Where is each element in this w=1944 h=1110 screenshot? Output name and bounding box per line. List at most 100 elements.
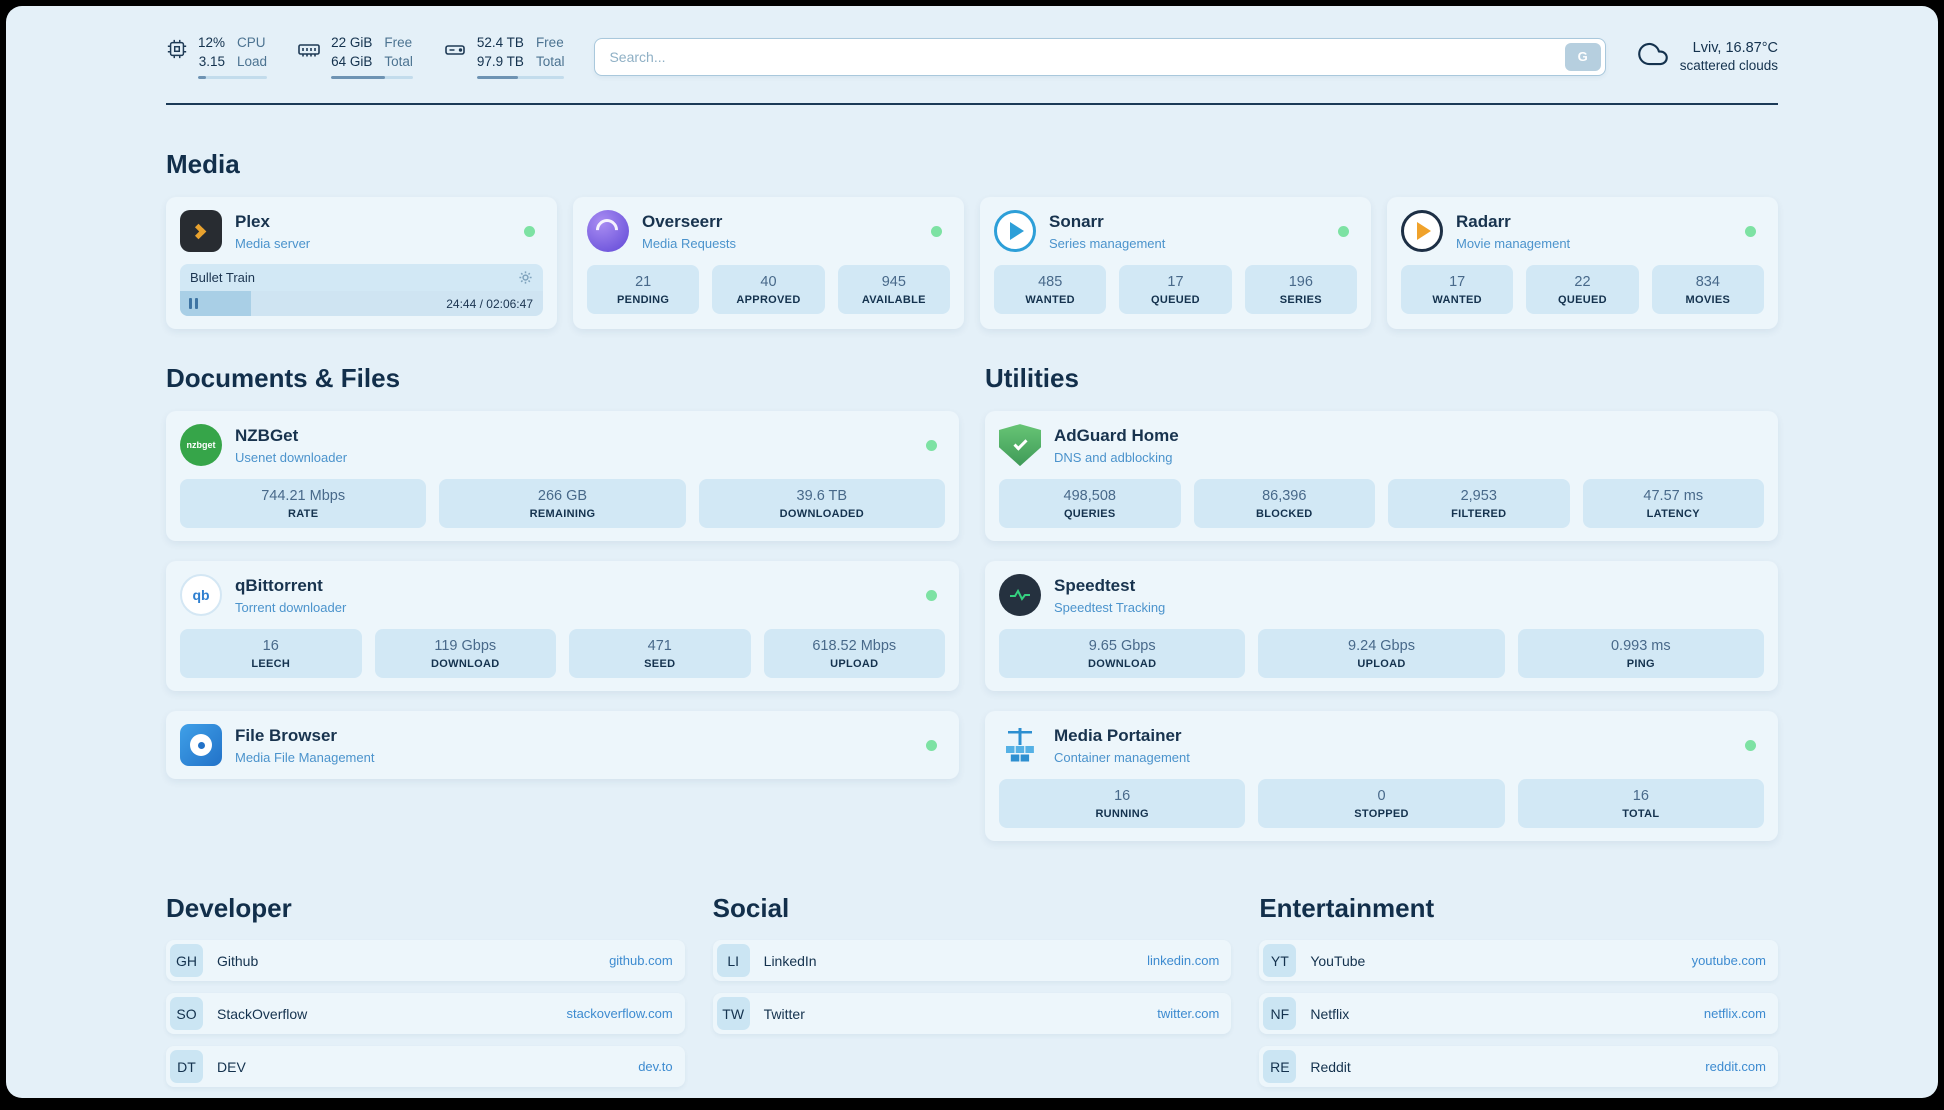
stat-queries: 498,508 QUERIES: [999, 479, 1181, 529]
plex-icon: [180, 210, 222, 253]
portainer-title: Media Portainer: [1054, 725, 1182, 745]
documents-column: Documents & Files nzbget NZBGet Usenet d…: [166, 363, 959, 780]
status-dot: [926, 739, 937, 751]
stat-stopped: 0 STOPPED: [1258, 779, 1505, 829]
bookmark-abbr: GH: [170, 944, 203, 978]
speedtest-card[interactable]: Speedtest Speedtest Tracking 9.65 Gbps DO…: [985, 561, 1778, 692]
stat-movies: 834 MOVIES: [1651, 265, 1764, 315]
bookmark-name: StackOverflow: [217, 1005, 308, 1022]
weather-condition: scattered clouds: [1679, 58, 1778, 74]
bookmark-name: LinkedIn: [763, 952, 817, 969]
disk-free-label: Free: [535, 35, 564, 50]
stat-leech: 16 LEECH: [180, 629, 362, 679]
bookmark-abbr: TW: [716, 997, 750, 1031]
section-heading-media: Media: [166, 149, 240, 180]
disk-free-value: 52.4 TB: [476, 35, 524, 50]
bookmark-dev[interactable]: DT DEV dev.to: [166, 1046, 685, 1088]
stat-available: 945 AVAILABLE: [837, 265, 950, 315]
now-playing-title: Bullet Train: [190, 270, 256, 286]
bookmark-youtube[interactable]: YT YouTube youtube.com: [1259, 940, 1778, 982]
search-provider-button[interactable]: G: [1564, 42, 1601, 71]
plex-card[interactable]: Plex Media server Bullet Train: [166, 197, 557, 330]
bookmark-group-developer: Developer GH Github github.com SO StackO…: [166, 893, 685, 1098]
stat-download: 9.65 Gbps DOWNLOAD: [999, 629, 1246, 679]
gear-icon[interactable]: [518, 270, 533, 285]
stat-downloaded: 39.6 TB DOWNLOADED: [698, 479, 945, 529]
search-bar: G: [594, 37, 1606, 76]
plex-now-playing: Bullet Train 24:44 / 02:06:47: [180, 264, 543, 317]
stat-wanted: 17 WANTED: [1401, 265, 1514, 315]
utilities-column: Utilities AdGuard Home DNS and adblockin…: [985, 363, 1778, 842]
bookmark-abbr: SO: [170, 997, 203, 1031]
bookmark-linkedin[interactable]: LI LinkedIn linkedin.com: [712, 940, 1232, 982]
bookmark-url: dev.to: [638, 1059, 673, 1075]
overseerr-subtitle: Media Requests: [642, 235, 736, 251]
bookmark-url: twitter.com: [1157, 1006, 1220, 1022]
adguard-card[interactable]: AdGuard Home DNS and adblocking 498,508 Q…: [985, 411, 1778, 542]
topbar-divider: [166, 103, 1778, 106]
stat-blocked: 86,396 BLOCKED: [1193, 479, 1375, 529]
disk-total-value: 97.9 TB: [476, 53, 524, 69]
bookmark-reddit[interactable]: RE Reddit reddit.com: [1259, 1046, 1778, 1088]
memory-free-value: 22 GiB: [331, 35, 373, 50]
stat-queued: 17 QUEUED: [1119, 265, 1232, 315]
filebrowser-card[interactable]: File Browser Media File Management: [166, 711, 959, 780]
stat-series: 196 SERIES: [1244, 265, 1357, 315]
status-dot: [926, 439, 937, 451]
disk-icon: [443, 38, 467, 62]
bookmark-url: stackoverflow.com: [566, 1006, 673, 1022]
filebrowser-subtitle: Media File Management: [235, 749, 375, 765]
stat-approved: 40 APPROVED: [712, 265, 825, 315]
playback-progress-bar[interactable]: 24:44 / 02:06:47: [180, 291, 543, 317]
bookmark-github[interactable]: GH Github github.com: [166, 940, 685, 982]
qbittorrent-card[interactable]: qb qBittorrent Torrent downloader 16 LEEC…: [166, 561, 959, 692]
memory-progress-bar: [331, 76, 413, 80]
stat-remaining: 266 GB REMAINING: [439, 479, 686, 529]
cpu-load-value: 3.15: [198, 53, 226, 69]
status-dot: [1745, 225, 1756, 237]
bookmark-abbr: NF: [1263, 997, 1297, 1031]
pause-icon[interactable]: [189, 298, 198, 310]
disk-progress-bar: [476, 76, 565, 80]
sonarr-card[interactable]: Sonarr Series management 485 WANTED 17 QUE…: [980, 197, 1371, 330]
search-input[interactable]: [594, 37, 1606, 76]
memory-total-label: Total: [384, 53, 413, 69]
cpu-usage-value: 12%: [198, 35, 226, 50]
bookmark-stackoverflow[interactable]: SO StackOverflow stackoverflow.com: [166, 993, 685, 1035]
section-heading-utilities: Utilities: [985, 363, 1079, 394]
stat-latency: 47.57 ms LATENCY: [1582, 479, 1764, 529]
nzbget-icon: nzbget: [180, 424, 222, 467]
memory-widget: 22 GiB 64 GiB Free Total: [297, 34, 413, 80]
stat-pending: 21 PENDING: [587, 265, 700, 315]
disk-total-label: Total: [535, 53, 565, 69]
bookmark-netflix[interactable]: NF Netflix netflix.com: [1259, 993, 1778, 1035]
section-heading-documents: Documents & Files: [166, 363, 401, 394]
radarr-title: Radarr: [1456, 211, 1511, 231]
cpu-load-label: Load: [237, 53, 268, 69]
radarr-card[interactable]: Radarr Movie management 17 WANTED 22 QUEUE…: [1387, 197, 1778, 330]
bookmark-name: Github: [217, 952, 259, 969]
overseerr-card[interactable]: Overseerr Media Requests 21 PENDING 40 APP…: [573, 197, 964, 330]
memory-free-label: Free: [384, 35, 413, 50]
bookmark-name: Netflix: [1310, 1005, 1350, 1022]
radarr-icon: [1401, 210, 1443, 253]
memory-total-value: 64 GiB: [331, 53, 373, 69]
qbittorrent-title: qBittorrent: [235, 575, 323, 595]
weather-widget: Lviv, 16.87°C scattered clouds: [1636, 39, 1778, 74]
speedtest-icon: [999, 574, 1041, 617]
adguard-title: AdGuard Home: [1054, 425, 1179, 445]
status-dot: [524, 225, 535, 237]
stat-seed: 471 SEED: [569, 629, 751, 679]
cpu-chip-icon: [166, 38, 188, 60]
portainer-card[interactable]: Media Portainer Container management 16 R…: [985, 711, 1778, 842]
bookmark-twitter[interactable]: TW Twitter twitter.com: [712, 993, 1232, 1035]
filebrowser-title: File Browser: [235, 725, 338, 745]
bookmark-groups: Developer GH Github github.com SO StackO…: [166, 893, 1778, 1098]
weather-location: Lviv, 16.87°C: [1692, 40, 1778, 57]
nzbget-card[interactable]: nzbget NZBGet Usenet downloader 744.21 M…: [166, 411, 959, 542]
status-dot: [931, 225, 942, 237]
stat-upload: 618.52 Mbps UPLOAD: [763, 629, 945, 679]
stat-queued: 22 QUEUED: [1526, 265, 1639, 315]
section-heading-entertainment: Entertainment: [1259, 893, 1435, 924]
section-heading-social: Social: [712, 893, 790, 924]
